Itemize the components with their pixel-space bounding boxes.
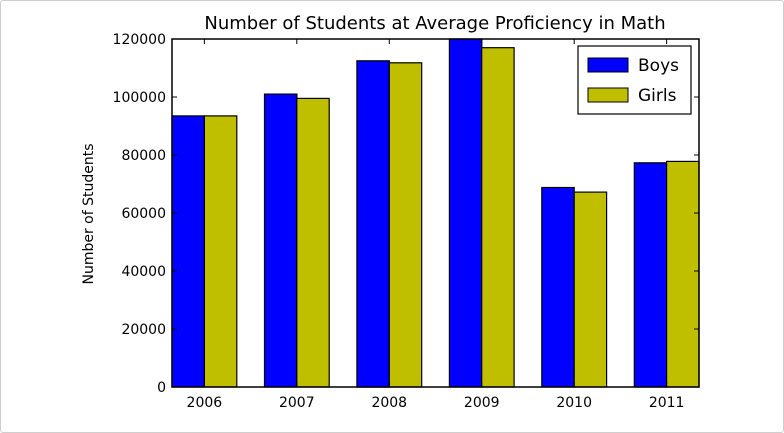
- y-tick-label: 20000: [121, 322, 166, 338]
- bar-girls-2007: [296, 97, 330, 388]
- y-tick-label: 60000: [121, 206, 166, 222]
- legend: Boys Girls: [577, 45, 692, 115]
- y-tick-label: 100000: [113, 90, 166, 106]
- y-tick-label: 40000: [121, 264, 166, 280]
- x-tick-label: 2009: [464, 395, 500, 411]
- bar-girls-2011: [665, 160, 700, 388]
- x-ticks-group: 2006 2007 2008 2009 2010 2011: [187, 39, 685, 411]
- y-tick-label: 80000: [121, 148, 166, 164]
- legend-box: [577, 45, 692, 115]
- x-tick-label: 2007: [279, 395, 315, 411]
- y-ticks-group: 0 20000 40000 60000 80000 100000 120000: [113, 32, 699, 396]
- chart-title: Number of Students at Average Proficienc…: [204, 13, 665, 34]
- bar-boys-2010: [541, 186, 575, 388]
- y-tick-label: 120000: [113, 32, 166, 48]
- bar-girls-2006: [203, 115, 238, 388]
- bar-boys-2008: [356, 60, 390, 388]
- bars-group: [171, 38, 700, 388]
- bar-girls-2009: [481, 47, 515, 388]
- x-tick-label: 2008: [371, 395, 407, 411]
- legend-label-girls: Girls: [638, 86, 677, 106]
- legend-label-boys: Boys: [638, 56, 679, 76]
- legend-swatch-girls: [587, 87, 629, 103]
- bar-boys-2009: [448, 38, 483, 388]
- bar-boys-2011: [633, 162, 668, 388]
- bar-boys-2006: [171, 115, 206, 388]
- plot-area-border: [171, 38, 700, 388]
- y-axis-label: Number of Students: [81, 143, 97, 284]
- bar-girls-2008: [388, 62, 423, 388]
- x-tick-label: 2011: [649, 395, 685, 411]
- legend-swatch-boys: [587, 57, 629, 73]
- bar-girls-2010: [573, 191, 608, 388]
- y-tick-label: 0: [157, 380, 166, 396]
- bar-boys-2007: [263, 93, 298, 388]
- x-tick-label: 2006: [187, 395, 223, 411]
- x-tick-label: 2010: [556, 395, 592, 411]
